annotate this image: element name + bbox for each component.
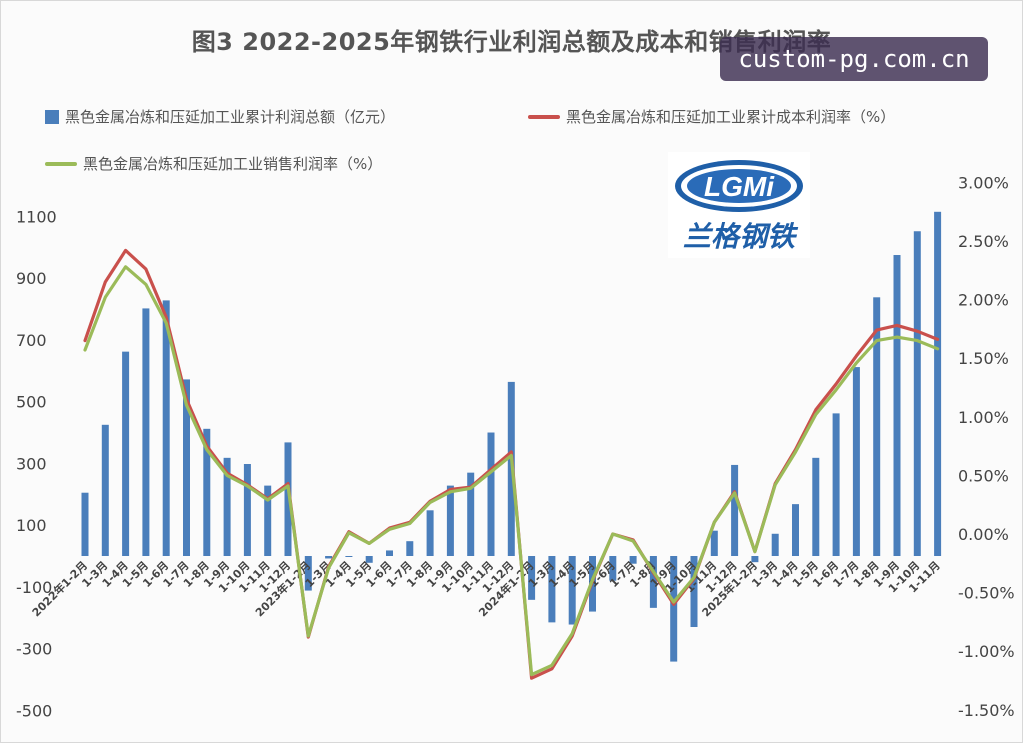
bar-33 [751, 556, 759, 563]
legend-label-cost-rate: 黑色金属冶炼和压延加工业累计成本利润率（%） [566, 108, 896, 126]
y-left-tick-0: 1100 [16, 207, 57, 226]
bar-32 [731, 464, 739, 556]
bar-11 [304, 556, 312, 591]
y-left-tick-3: 500 [16, 393, 47, 412]
bar-30 [690, 556, 698, 628]
bar-27 [629, 556, 637, 564]
bar-40 [893, 255, 901, 556]
bar-3 [142, 308, 150, 556]
bar-7 [223, 457, 231, 556]
bar-37 [832, 413, 840, 556]
bar-2 [122, 351, 130, 556]
bar-9 [264, 485, 272, 556]
bar-14 [365, 556, 373, 563]
bar-20 [487, 432, 495, 556]
y-left-tick-1: 900 [16, 269, 47, 288]
y-left-tick-8: -500 [16, 701, 52, 720]
bar-0 [81, 492, 89, 556]
legend-item-cost-rate: 黑色金属冶炼和压延加工业累计成本利润率（%） [528, 106, 895, 127]
y-left-tick-5: 100 [16, 516, 47, 535]
bar-18 [446, 485, 454, 556]
x-axis-labels: 2022年1-2月1-3月1-4月1-5月1-6月1-7月1-8月1-9月1-1… [29, 558, 943, 619]
legend-label-profit: 黑色金属冶炼和压延加工业累计利润总额（亿元） [65, 108, 396, 126]
bar-22 [528, 556, 536, 600]
watermark: custom-pg.com.cn [720, 37, 988, 81]
legend-item-profit: 黑色金属冶炼和压延加工业累计利润总额（亿元） [45, 106, 395, 127]
line-series-2 [83, 265, 940, 677]
y-axis-left: 1100 900 700 500 300 100 -100 -300 -500 [16, 207, 57, 720]
y-right-tick-1: 2.50% [958, 232, 1009, 251]
bar-15 [386, 550, 393, 556]
bar-26 [609, 556, 617, 581]
bar-5 [183, 379, 190, 556]
y-right-tick-0: 3.00% [958, 173, 1009, 192]
bar-23 [548, 556, 556, 623]
bar-17 [426, 510, 434, 556]
y-right-tick-9: -1.50% [958, 701, 1015, 720]
legend-swatch-sales-line [45, 161, 77, 166]
bar-8 [243, 464, 251, 556]
bar-34 [771, 533, 779, 556]
bar-38 [852, 367, 860, 556]
y-right-tick-6: 0.00% [958, 525, 1009, 544]
bar-19 [467, 472, 475, 556]
y-left-tick-7: -300 [16, 640, 52, 659]
bar-1 [101, 424, 109, 556]
bar-13 [345, 556, 353, 557]
logo-graphic: LGMi 兰格钢铁 [675, 160, 803, 253]
bar-28 [649, 556, 657, 608]
y-right-tick-3: 1.50% [958, 349, 1009, 368]
bar-31 [710, 530, 718, 556]
bar-12 [325, 556, 333, 559]
bar-16 [406, 541, 414, 556]
logo-text-en: LGMi [704, 171, 775, 202]
bar-24 [568, 556, 576, 625]
bar-series [81, 211, 942, 662]
y-right-tick-4: 1.00% [958, 408, 1009, 427]
y-right-tick-7: -0.50% [958, 584, 1015, 603]
y-right-tick-5: 0.50% [958, 466, 1009, 485]
bar-4 [162, 300, 170, 556]
bar-6 [203, 428, 211, 556]
bar-39 [873, 297, 881, 556]
bar-41 [913, 231, 921, 556]
legend-label-sales-rate: 黑色金属冶炼和压延加工业销售利润率（%） [83, 155, 383, 173]
y-right-tick-8: -1.00% [958, 642, 1015, 661]
bar-35 [792, 504, 799, 556]
logo-text-cn: 兰格钢铁 [683, 220, 799, 253]
logo: LGMi 兰格钢铁 [668, 152, 810, 258]
legend-item-sales-rate: 黑色金属冶炼和压延加工业销售利润率（%） [45, 153, 382, 174]
y-right-tick-2: 2.00% [958, 291, 1009, 310]
bar-36 [812, 457, 820, 556]
y-left-tick-2: 700 [16, 331, 47, 350]
legend-swatch-cost-line [528, 114, 560, 119]
bar-29 [670, 556, 678, 662]
bar-42 [934, 211, 942, 556]
bar-10 [284, 442, 292, 556]
y-left-tick-6: -100 [16, 578, 52, 597]
y-axis-right: 3.00% 2.50% 2.00% 1.50% 1.00% 0.50% 0.00% -0.50… [958, 173, 1015, 719]
line-series [83, 248, 940, 680]
y-left-tick-4: 300 [16, 454, 47, 473]
legend-swatch-bar [45, 109, 59, 124]
